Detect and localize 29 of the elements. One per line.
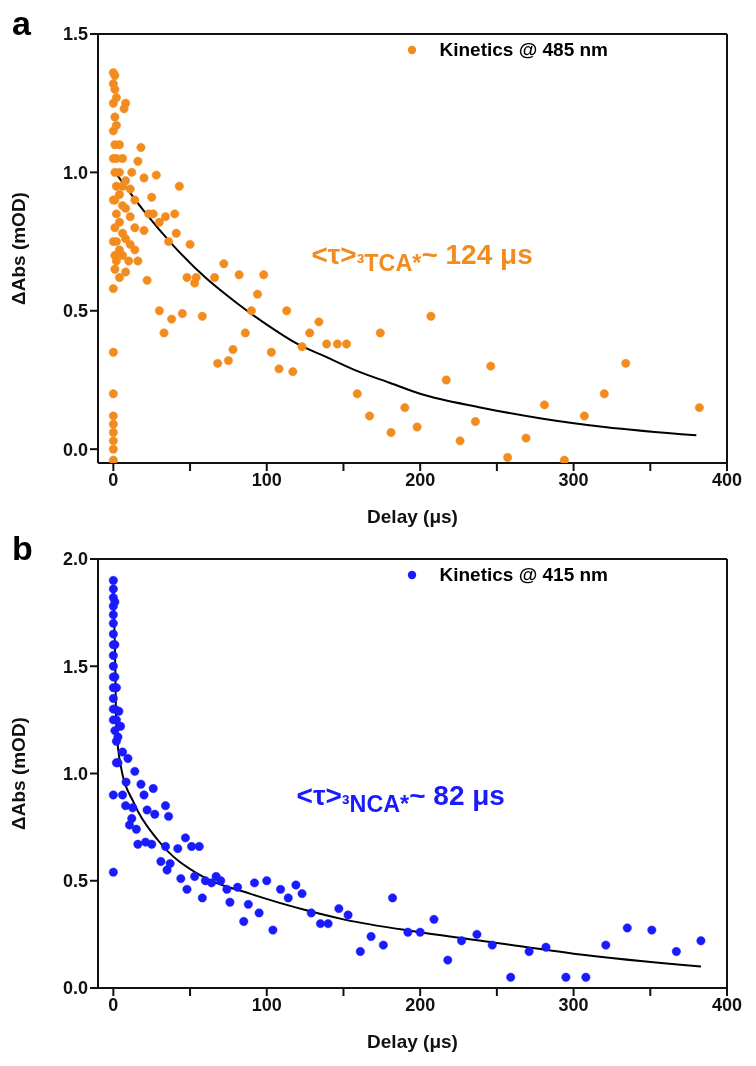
y-tick-label: 0.0 [62,978,88,999]
annotation: <τ>$_{³NCA*}$~ 82 μs [296,779,505,818]
y-tick-label: 0.0 [62,439,88,460]
x-tick-label: 400 [711,994,743,1015]
x-tick-label: 100 [251,994,282,1015]
legend-label: Kinetics @ 485 nm [439,39,608,61]
x-axis-title: Delay (μs) [367,1031,458,1052]
y-tick-label: 1.0 [62,763,88,784]
y-tick-label: 0.5 [62,871,88,892]
x-tick-label: 200 [405,469,436,490]
x-tick-label: 300 [558,469,589,490]
y-axis-title: ΔAbs (mOD) [7,192,29,305]
chart-title: a [12,4,31,43]
y-tick-label: 0.5 [62,301,88,322]
annotation: <τ>$_{³TCA*}$~ 124 μs [311,239,533,277]
x-tick-label: 200 [405,994,436,1015]
legend-label: Kinetics @ 415 nm [439,564,608,586]
x-tick-label: 0 [108,994,119,1015]
y-tick-label: 1.5 [62,656,88,677]
x-tick-label: 400 [711,469,743,490]
x-axis-title: Delay (μs) [367,506,458,527]
y-tick-label: 2.0 [62,549,88,570]
x-tick-label: 0 [108,469,119,490]
x-tick-label: 300 [558,994,589,1015]
chart-title: b [12,529,33,568]
y-axis-title: ΔAbs (mOD) [7,717,29,830]
x-tick-label: 100 [251,469,282,490]
y-tick-label: 1.0 [62,162,88,183]
y-tick-label: 1.5 [62,24,88,45]
